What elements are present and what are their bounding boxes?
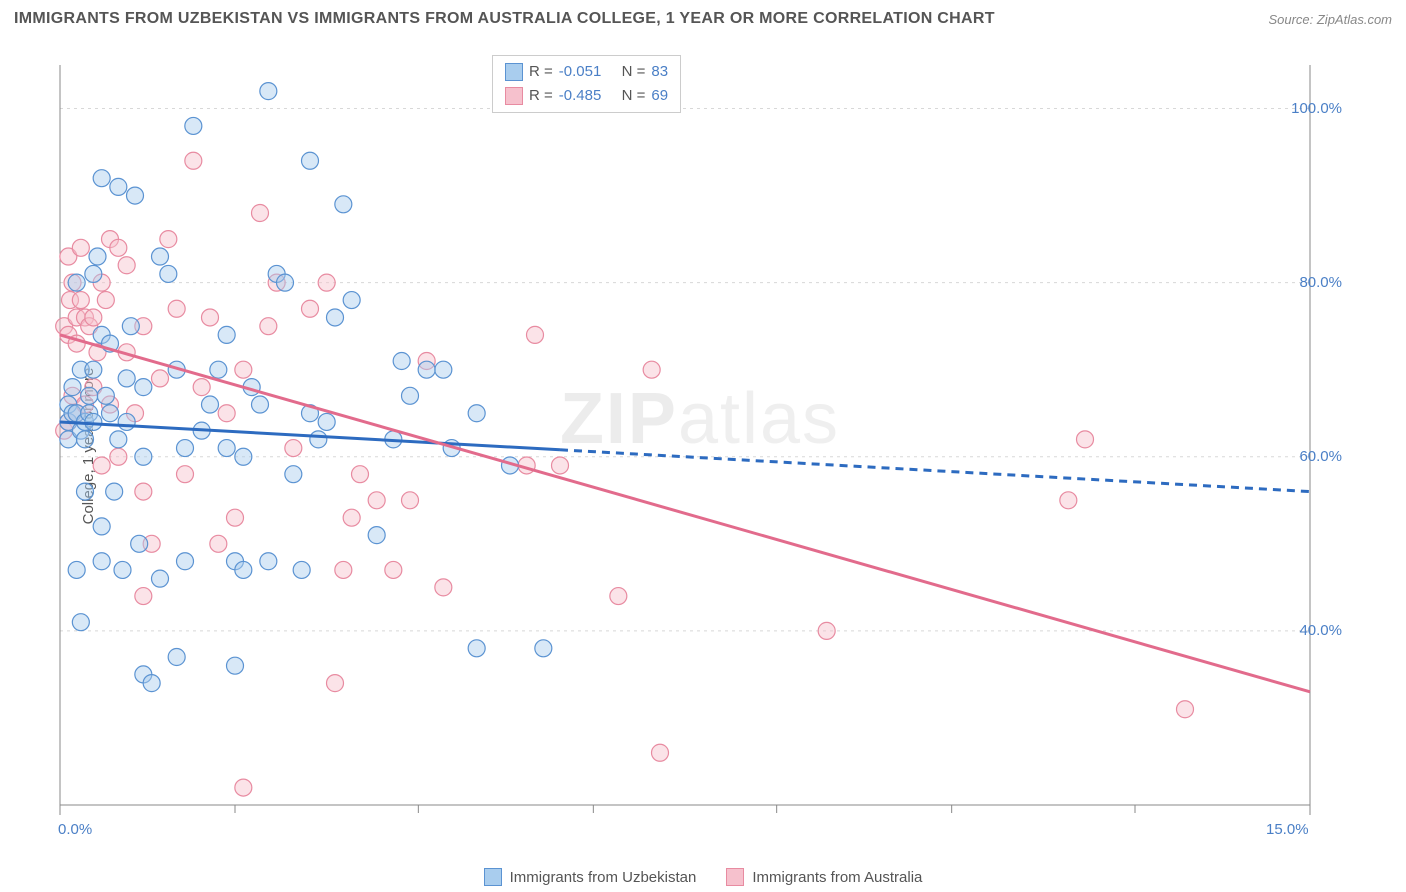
source-attribution: Source: ZipAtlas.com [1268,12,1392,27]
legend-swatch [484,868,502,886]
stats-swatch [505,63,523,81]
plot-svg [50,45,1350,825]
correlation-stats-box: R = -0.051 N = 83 R = -0.485 N = 69 [492,55,681,113]
n-label: N = [622,84,646,108]
legend-item: Immigrants from Uzbekistan [484,868,697,886]
stats-swatch [505,87,523,105]
legend-item: Immigrants from Australia [726,868,922,886]
n-value: 69 [651,84,668,108]
x-tick-label: 15.0% [1266,821,1309,838]
y-tick-label: 80.0% [1299,274,1342,291]
chart-title: IMMIGRANTS FROM UZBEKISTAN VS IMMIGRANTS… [14,10,995,28]
scatter-plot: ZIPatlas R = -0.051 N = 83 R = -0.485 N … [50,45,1350,825]
legend: Immigrants from Uzbekistan Immigrants fro… [0,868,1406,886]
r-label: R = [529,60,553,84]
legend-swatch [726,868,744,886]
r-value: -0.485 [559,84,602,108]
title-bar: IMMIGRANTS FROM UZBEKISTAN VS IMMIGRANTS… [14,10,1392,28]
n-label: N = [622,60,646,84]
legend-label: Immigrants from Australia [752,869,922,886]
n-value: 83 [651,60,668,84]
stats-row: R = -0.485 N = 69 [505,84,668,108]
y-tick-label: 40.0% [1299,622,1342,639]
y-tick-label: 60.0% [1299,448,1342,465]
stats-row: R = -0.051 N = 83 [505,60,668,84]
r-value: -0.051 [559,60,602,84]
r-label: R = [529,84,553,108]
y-tick-label: 100.0% [1291,100,1342,117]
legend-label: Immigrants from Uzbekistan [510,869,697,886]
x-tick-label: 0.0% [58,821,92,838]
